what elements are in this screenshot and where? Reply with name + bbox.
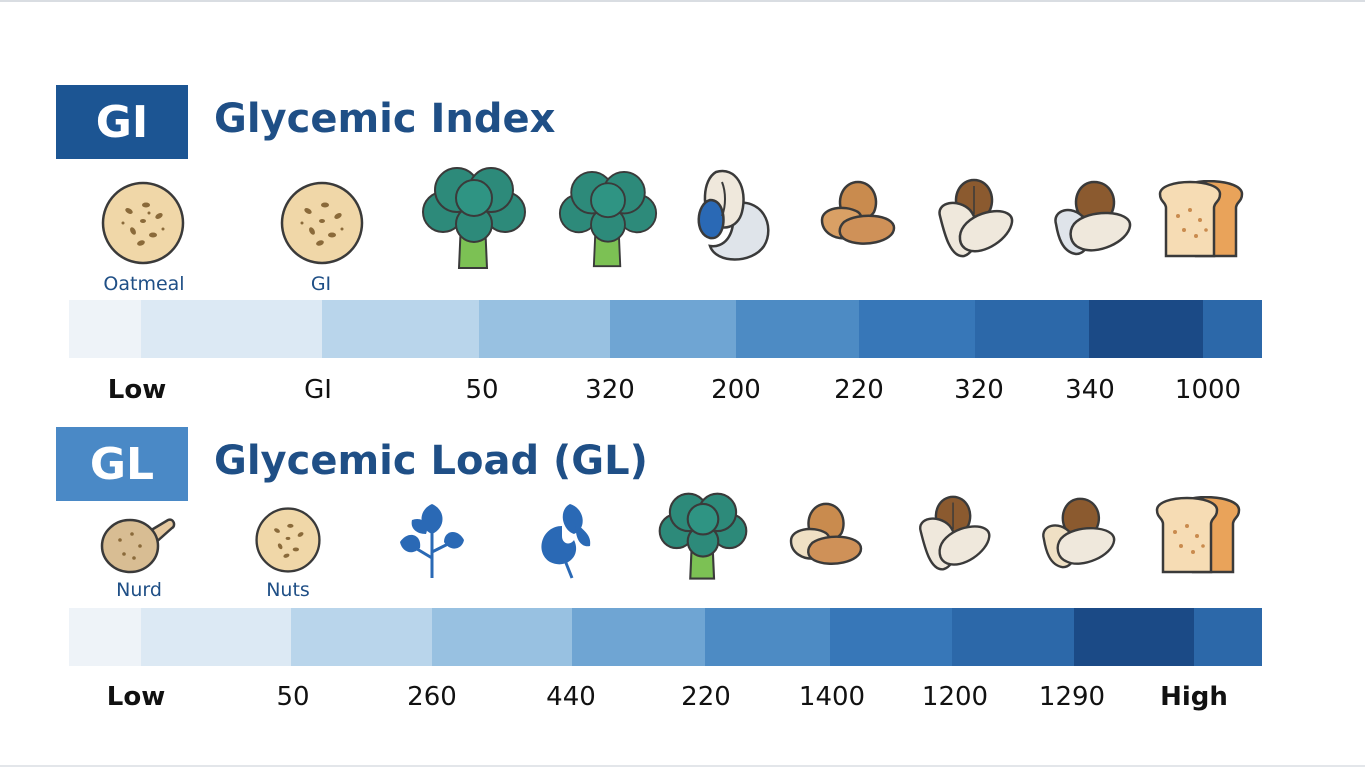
almond-icon: [1050, 178, 1134, 258]
gl-scale-bar: [69, 608, 1262, 666]
gl-tick-label: 440: [546, 682, 596, 712]
gi-scale-segment: [859, 300, 975, 358]
oatmeal-icon: [101, 181, 185, 265]
gl-scale-segment: [432, 608, 572, 666]
gl-scale-segment: [1194, 608, 1262, 666]
gi-tick-label: 320: [585, 375, 635, 405]
gi-scale-segment: [141, 300, 322, 358]
food-label-oatmeal: Oatmeal: [103, 273, 185, 295]
food-label-nuts: Nuts: [266, 579, 310, 601]
gi-scale-segment: [479, 300, 610, 358]
gi-badge: GI: [56, 85, 188, 159]
gi-tick-label: 340: [1065, 375, 1115, 405]
gi-scale-segment: [322, 300, 479, 358]
top-edge: [0, 0, 1365, 2]
oatmeal-icon: [255, 507, 321, 573]
gi-scale-segment: [975, 300, 1089, 358]
broccoli-icon: [421, 166, 527, 272]
gi-title: Glycemic Index: [214, 96, 556, 142]
almond-icon: [934, 176, 1016, 260]
gi-scale-segment: [1089, 300, 1203, 358]
gl-scale-segment: [1074, 608, 1194, 666]
gl-scale-segment: [141, 608, 291, 666]
gl-tick-label: 1290: [1038, 682, 1106, 712]
almond-icon: [1036, 495, 1120, 571]
gi-tick-label: 1000: [1174, 375, 1242, 405]
almond-icon: [786, 500, 866, 570]
gi-scale-bar: [69, 300, 1262, 358]
gl-scale-segment: [830, 608, 952, 666]
gl-scale-segment: [572, 608, 705, 666]
gl-tick-label: 220: [681, 682, 731, 712]
gl-tick-label: 1400: [798, 682, 866, 712]
food-label-nurd: Nurd: [116, 579, 162, 601]
gl-tick-label: 50: [276, 682, 310, 712]
oatmeal-icon: [280, 181, 364, 265]
nut-icon: [692, 166, 774, 266]
gl-tick-label: Low: [106, 682, 166, 712]
gi-tick-label: 220: [834, 375, 884, 405]
bread-icon: [1156, 180, 1246, 260]
food-label-gi: GI: [310, 273, 332, 295]
almond-icon: [818, 178, 898, 250]
gi-scale-segment: [69, 300, 141, 358]
gi-tick-label: 200: [711, 375, 761, 405]
gl-tick-label: 260: [407, 682, 457, 712]
broccoli-icon: [658, 492, 748, 582]
gl-scale-segment: [952, 608, 1074, 666]
gl-scale-segment: [69, 608, 141, 666]
gi-tick-label: 50: [465, 375, 499, 405]
leaf-icon: [398, 502, 466, 580]
gl-title: Glycemic Load (GL): [214, 438, 648, 484]
bottom-edge: [0, 765, 1365, 767]
bread-roll-icon: [100, 512, 176, 574]
gi-tick-label: GI: [304, 375, 332, 405]
gl-tick-label: High: [1160, 682, 1228, 712]
gi-tick-label: Low: [107, 375, 167, 405]
gl-scale-segment: [705, 608, 830, 666]
gi-scale-segment: [736, 300, 859, 358]
gi-scale-segment: [610, 300, 736, 358]
gi-tick-label: 320: [954, 375, 1004, 405]
leaf-icon: [534, 500, 594, 580]
gl-tick-label: 1200: [921, 682, 989, 712]
bread-icon: [1153, 496, 1243, 576]
almond-icon: [913, 493, 995, 573]
gl-badge: GL: [56, 427, 188, 501]
gl-scale-segment: [291, 608, 432, 666]
broccoli-icon: [558, 170, 658, 270]
gi-scale-segment: [1203, 300, 1262, 358]
